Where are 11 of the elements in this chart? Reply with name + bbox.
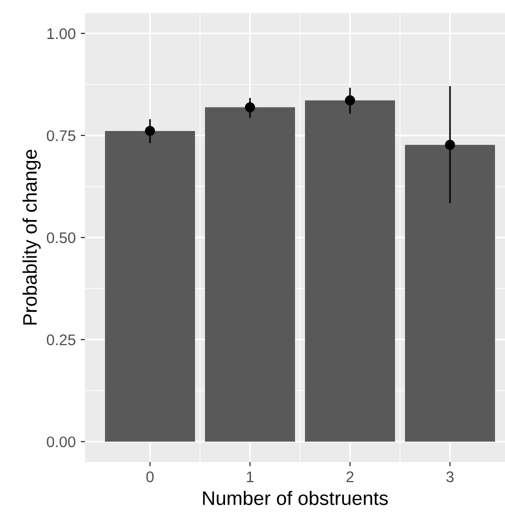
x-tick-label: 3 xyxy=(446,471,454,482)
y-tick-label: 1.00 xyxy=(47,28,76,40)
x-tick-label: 1 xyxy=(246,472,254,482)
y-tick-label: 0.50 xyxy=(46,232,76,244)
x-tick-label: 0 xyxy=(146,471,154,482)
y-axis-title: Probablity of change xyxy=(22,150,41,325)
x-axis-title: Number of obstruents xyxy=(203,490,388,506)
y-tick-label: 0.75 xyxy=(46,130,76,142)
y-tick-label: 0.00 xyxy=(46,436,76,448)
y-tick-label: 0.25 xyxy=(46,334,76,346)
x-tick-label: 2 xyxy=(346,471,354,482)
